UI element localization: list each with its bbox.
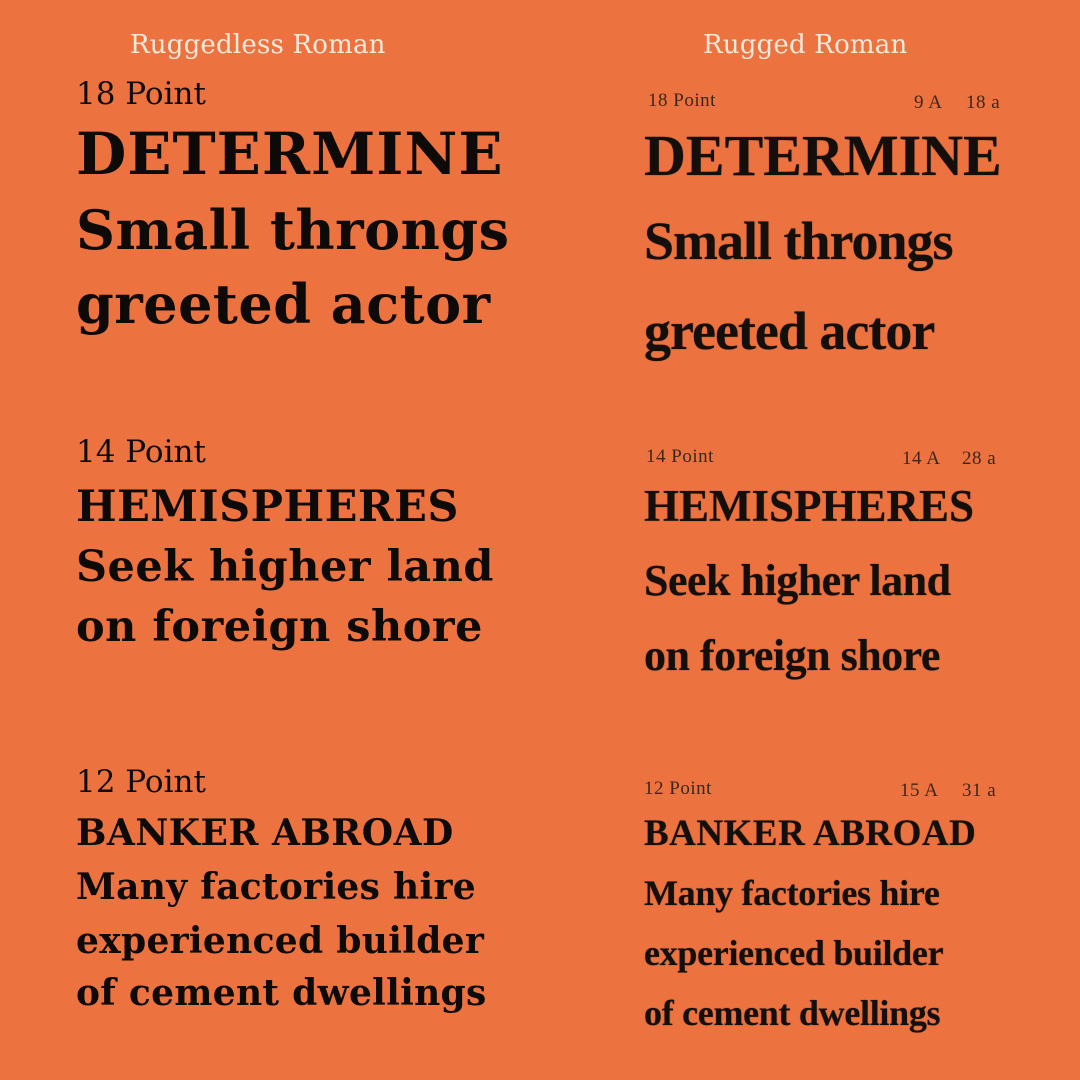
left-12pt-line3: of cement dwellings	[76, 972, 487, 1014]
right-18pt-line1: Small throngs	[644, 211, 954, 271]
right-12pt-label: 12 Point	[644, 778, 712, 799]
right-18pt-line2: greeted actor	[644, 301, 935, 361]
left-12pt-line1: Many factories hire	[76, 866, 476, 908]
left-12pt-label: 12 Point	[76, 764, 206, 800]
left-18pt-caps: DETERMINE	[76, 120, 504, 188]
left-18pt-label: 18 Point	[76, 76, 206, 112]
right-18pt-caps-count: 9 A	[914, 92, 943, 113]
left-12pt-line2: experienced builder	[76, 920, 485, 962]
right-14pt-label: 14 Point	[646, 446, 714, 467]
right-18pt-label: 18 Point	[648, 90, 716, 111]
right-12pt-line1: Many factories hire	[644, 873, 940, 913]
left-18pt-line1: Small throngs	[76, 198, 510, 262]
left-14pt-line1: Seek higher land	[76, 542, 494, 592]
left-18pt-line2: greeted actor	[76, 272, 491, 336]
right-12pt-lower-count: 31 a	[962, 780, 997, 801]
left-14pt-caps: HEMISPHERES	[76, 482, 459, 532]
left-14pt-line2: on foreign shore	[76, 602, 483, 652]
left-column-title: Ruggedless Roman	[130, 30, 386, 60]
right-14pt-caps-count: 14 A	[902, 448, 941, 469]
right-12pt-caps: BANKER ABROAD	[644, 813, 977, 854]
right-18pt-lower-count: 18 a	[966, 92, 1001, 113]
right-14pt-line1: Seek higher land	[644, 556, 951, 605]
right-14pt-caps: HEMISPHERES	[644, 481, 975, 531]
right-12pt-caps-count: 15 A	[900, 780, 939, 801]
right-12pt-line3: of cement dwellings	[644, 993, 941, 1033]
right-14pt-line2: on foreign shore	[644, 631, 940, 680]
right-14pt-lower-count: 28 a	[962, 448, 997, 469]
right-18pt-caps: DETERMINE	[644, 123, 1002, 188]
left-12pt-caps: BANKER ABROAD	[76, 812, 454, 854]
left-14pt-label: 14 Point	[76, 434, 206, 470]
right-12pt-line2: experienced builder	[644, 933, 944, 973]
right-column-title: Rugged Roman	[703, 30, 908, 60]
